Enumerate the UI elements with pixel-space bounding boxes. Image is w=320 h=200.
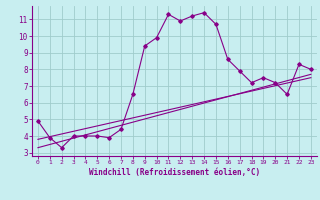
X-axis label: Windchill (Refroidissement éolien,°C): Windchill (Refroidissement éolien,°C) [89,168,260,177]
